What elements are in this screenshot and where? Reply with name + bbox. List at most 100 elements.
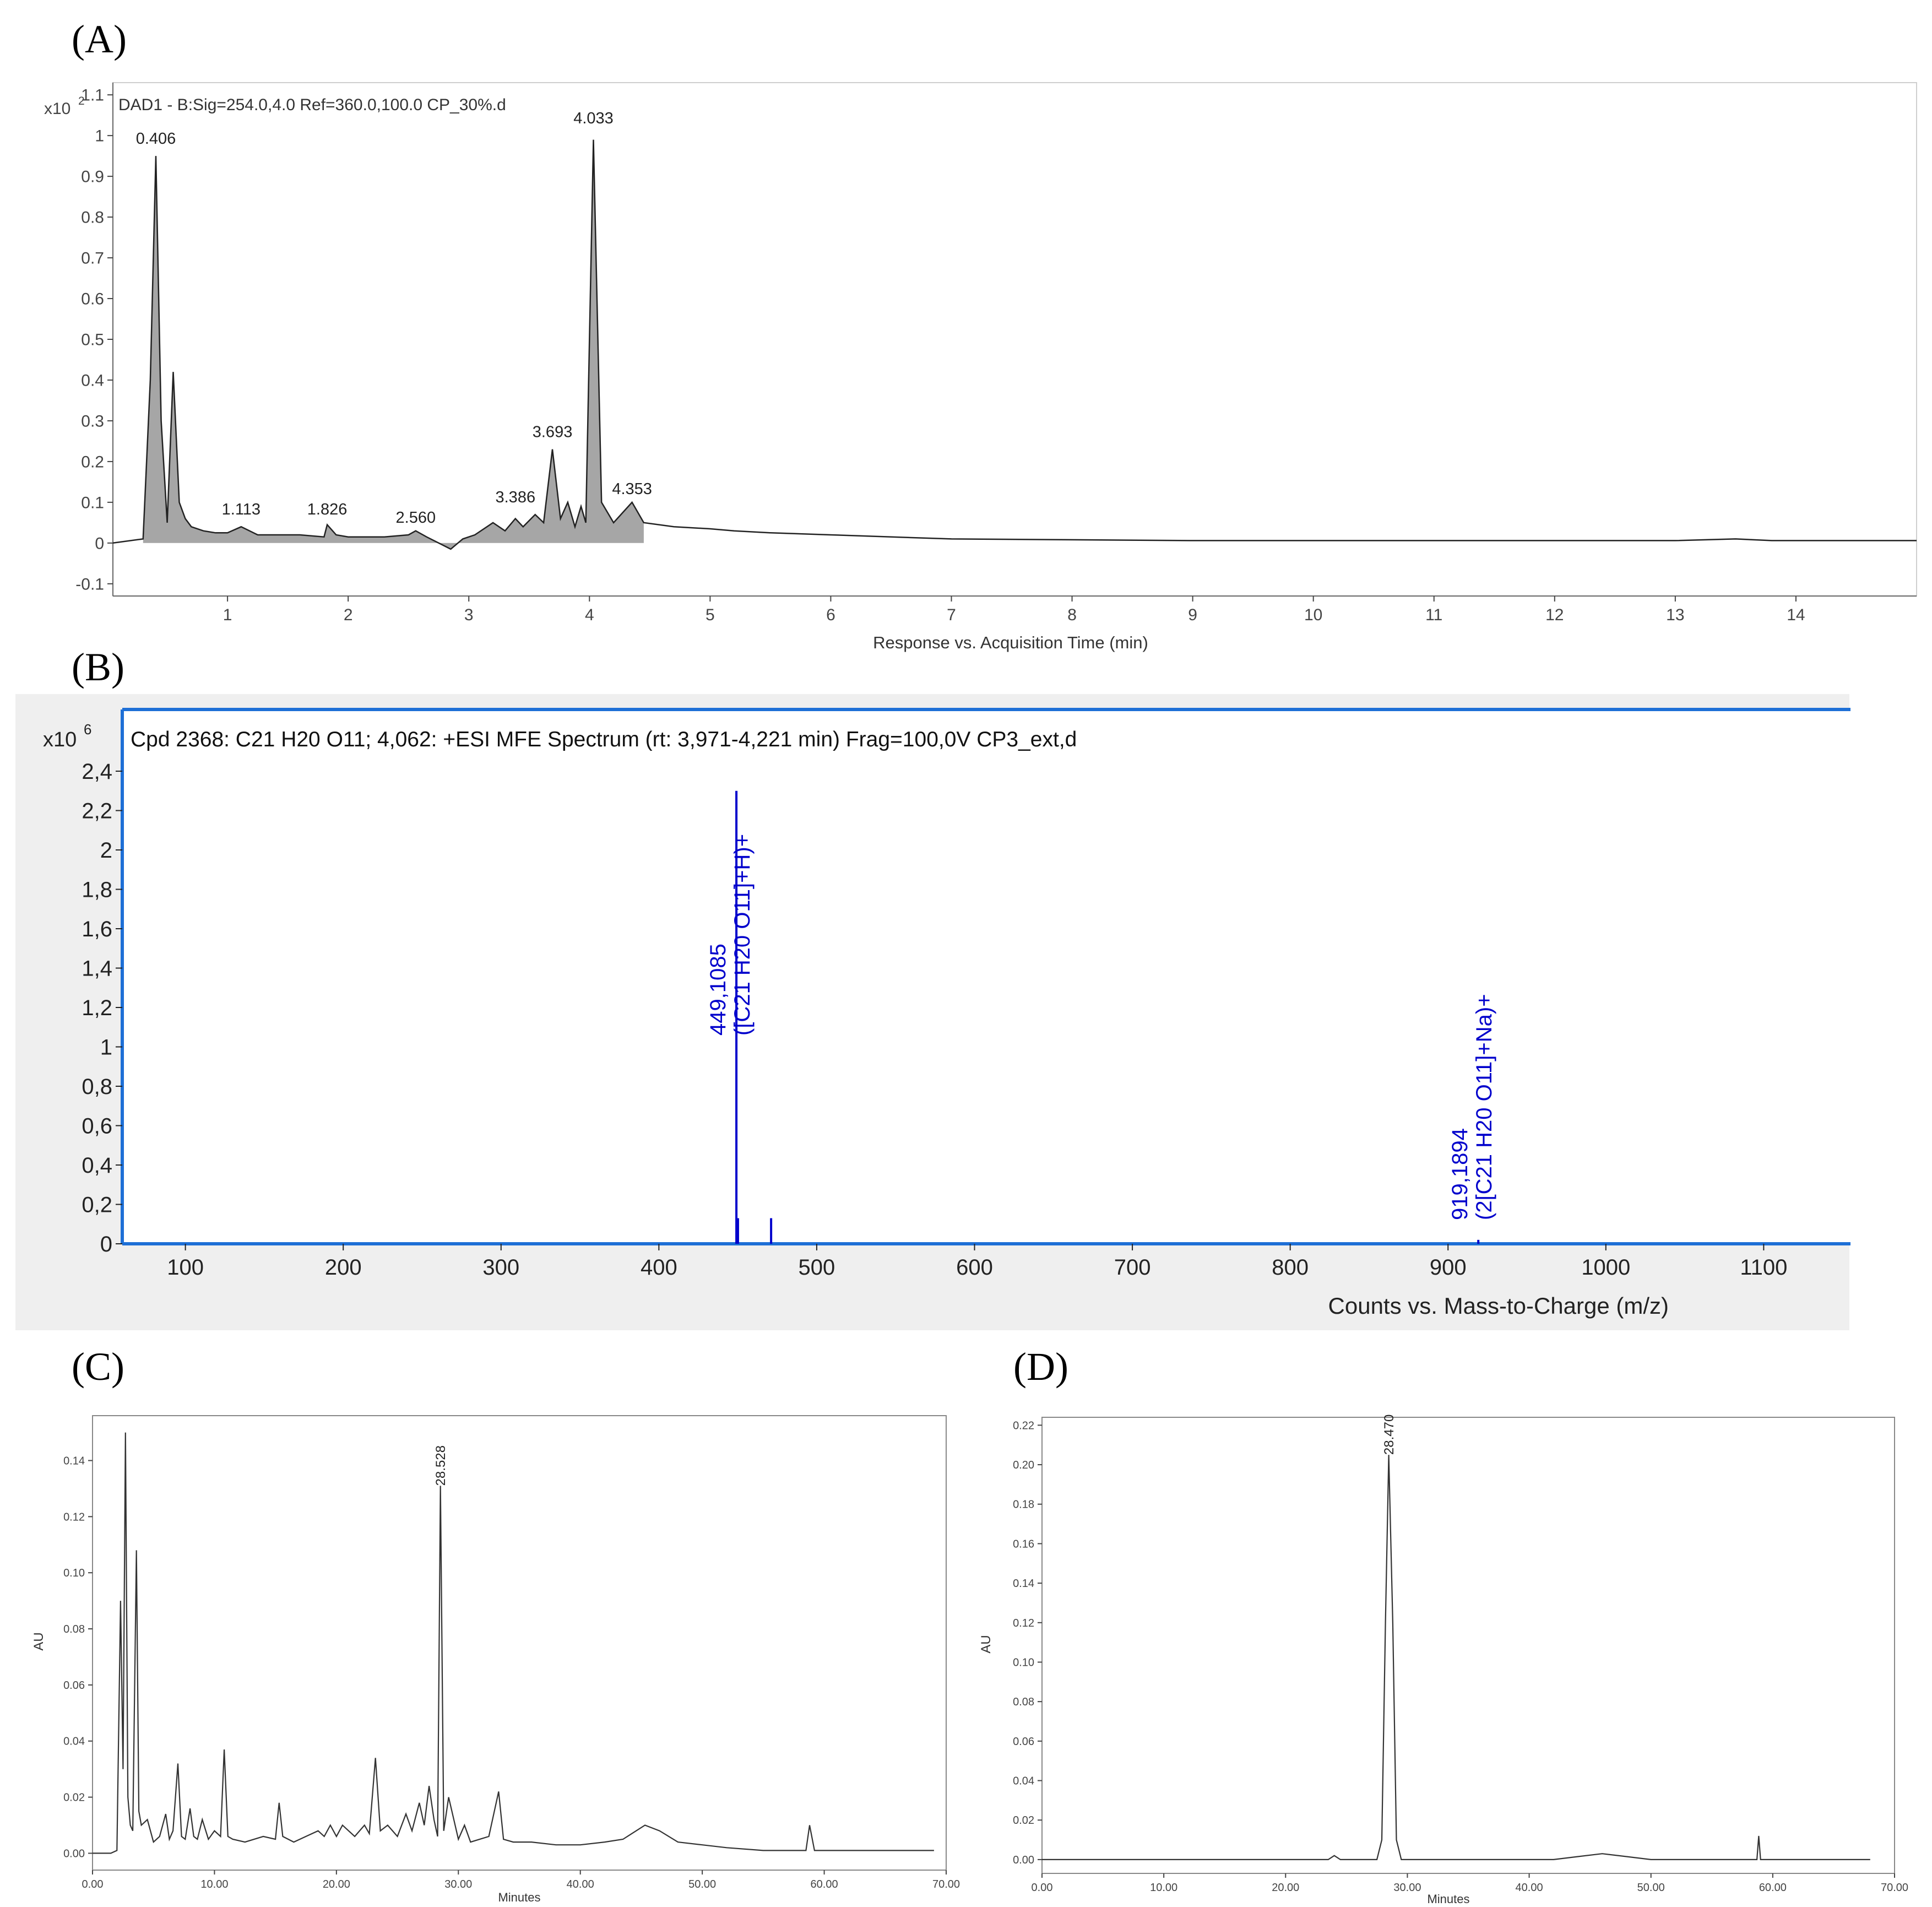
x-tick-label: 50.00 <box>688 1878 716 1890</box>
y-tick-label: 0.12 <box>1013 1617 1034 1629</box>
x-tick-label: 9 <box>1188 606 1197 624</box>
x-tick-label: 30.00 <box>444 1878 472 1890</box>
x-tick-label: 800 <box>1272 1255 1309 1280</box>
y-tick-label: 2,4 <box>82 760 112 784</box>
chart-a: x10 2 DAD1 - B:Sig=254.0,4.0 Ref=360.0,1… <box>44 82 1917 652</box>
chart-c-peak-labels: 28.528 <box>433 1445 448 1486</box>
x-tick-label: 1100 <box>1740 1255 1787 1280</box>
chart-a-signal-line <box>112 139 1917 550</box>
y-tick-label: 0.04 <box>1013 1775 1034 1787</box>
y-tick-label: 0.14 <box>63 1455 85 1467</box>
chart-d-y-ticks: 0.00 0.02 0.04 0.06 0.08 0.10 0.12 0.14 0.16 0.18… <box>1013 1420 1042 1866</box>
y-tick-label: 0.00 <box>63 1848 85 1860</box>
y-tick-label: 1 <box>100 1036 112 1060</box>
x-tick-label: 500 <box>799 1255 835 1280</box>
y-tick-label: 0.16 <box>1013 1538 1034 1550</box>
chart-d-plot-border <box>1041 1417 1895 1874</box>
chart-b-exponent: 6 <box>84 721 91 738</box>
peak-ion-label: (2[C21 H20 O11]+Na)+ <box>1472 994 1496 1220</box>
y-tick-label: 1.1 <box>81 86 104 105</box>
y-tick-label: 0.02 <box>1013 1814 1034 1827</box>
x-tick-label: 30.00 <box>1393 1882 1421 1894</box>
x-tick-label: 900 <box>1430 1255 1467 1280</box>
peak-label: 1.826 <box>307 501 348 518</box>
x-tick-label: 60.00 <box>811 1878 838 1890</box>
y-tick-label: 0.14 <box>1013 1578 1034 1590</box>
y-tick-label: 1,2 <box>82 996 112 1020</box>
y-tick-label: 0,6 <box>82 1114 112 1139</box>
y-tick-label: 0.08 <box>1013 1696 1034 1708</box>
y-tick-label: 0.7 <box>81 250 104 268</box>
peak-label: 1.113 <box>222 501 261 518</box>
panel-label-a: (A) <box>72 17 127 61</box>
chart-b-x-ticks: 100 200 300 400 500 600 700 800 900 1000 1100 <box>167 1244 1787 1280</box>
chart-c-y-label: AU <box>31 1632 46 1650</box>
y-tick-label: 0.2 <box>81 453 104 471</box>
y-tick-label: 0.4 <box>81 371 104 389</box>
x-tick-label: 12 <box>1545 606 1564 624</box>
peak-mz-label: 449,1085 <box>706 944 730 1036</box>
y-tick-label: 0.9 <box>81 168 104 186</box>
y-tick-label: 0.18 <box>1013 1499 1034 1511</box>
peak-label: 3.386 <box>496 489 536 506</box>
y-tick-label: -0.1 <box>75 575 104 593</box>
x-tick-label: 6 <box>826 606 835 624</box>
y-tick-label: 0.5 <box>81 331 104 349</box>
x-tick-label: 13 <box>1666 606 1684 624</box>
chart-b-annotations: 449,1085 ([C21 H20 O11]+H)+ 919,1894 (2[C21… <box>706 834 1496 1220</box>
x-tick-label: 2 <box>344 606 353 624</box>
chart-c-x-ticks: 0.00 10.00 20.00 30.00 40.00 50.00 60.00 70.00 <box>82 1870 960 1890</box>
y-tick-label: 0.04 <box>63 1736 85 1748</box>
peak-label: 0.406 <box>136 130 176 148</box>
x-tick-label: 3 <box>464 606 474 624</box>
x-tick-label: 40.00 <box>1516 1882 1543 1894</box>
y-tick-label: 0,8 <box>82 1075 112 1099</box>
x-tick-label: 50.00 <box>1637 1882 1665 1894</box>
y-tick-label: 0.22 <box>1013 1420 1034 1432</box>
x-tick-label: 600 <box>956 1255 993 1280</box>
panel-label-c: (C) <box>72 1345 124 1389</box>
chart-b-peaks <box>735 790 1480 1244</box>
x-tick-label: 10.00 <box>1150 1882 1177 1894</box>
y-tick-label: 2,2 <box>82 799 112 824</box>
y-tick-label: 0.08 <box>63 1623 85 1635</box>
y-tick-label: 0.10 <box>63 1567 85 1579</box>
x-tick-label: 0.00 <box>1032 1882 1053 1894</box>
chart-a-y-ticks: -0.1 0 0.1 0.2 0.3 0.4 0.5 0.6 0.7 0.8 0.9 1 1.1 <box>75 86 113 593</box>
y-tick-label: 0.06 <box>63 1680 85 1692</box>
chart-a-peak-labels: 0.406 1.113 1.826 2.560 3.386 3.693 4.033 4.353 <box>136 110 652 527</box>
panel-label-b: (B) <box>72 645 124 689</box>
chart-b-plot-area <box>122 709 1850 1244</box>
x-tick-label: 70.00 <box>932 1878 960 1890</box>
y-tick-label: 2 <box>100 838 112 863</box>
y-tick-label: 0.02 <box>63 1792 85 1804</box>
y-tick-label: 1,6 <box>82 917 112 941</box>
x-tick-label: 14 <box>1787 606 1805 624</box>
chart-b-y-ticks: 0 0,2 0,4 0,6 0,8 1 1,2 1,4 1,6 1,8 2 2,2 2,4 <box>82 760 122 1256</box>
x-tick-label: 1000 <box>1581 1255 1630 1280</box>
x-tick-label: 300 <box>482 1255 519 1280</box>
panel-label-d: (D) <box>1013 1345 1068 1389</box>
peak-label: 3.693 <box>533 424 573 441</box>
y-tick-label: 0.6 <box>81 290 104 308</box>
chart-a-x-label: Response vs. Acquisition Time (min) <box>873 633 1148 652</box>
x-tick-label: 100 <box>167 1255 204 1280</box>
y-tick-label: 1,4 <box>82 957 112 981</box>
y-tick-label: 0 <box>95 534 104 552</box>
peak-label: 28.528 <box>433 1445 448 1486</box>
chart-c: 0.00 0.02 0.04 0.06 0.08 0.10 0.12 0.14 0.00 10.… <box>31 1415 960 1904</box>
chart-a-multiplier: x10 <box>44 100 70 118</box>
chart-c-plot-border <box>92 1415 947 1871</box>
chart-c-y-ticks: 0.00 0.02 0.04 0.06 0.08 0.10 0.12 0.14 <box>63 1455 93 1860</box>
chart-d-y-label: AU <box>979 1635 994 1653</box>
y-tick-label: 0.1 <box>81 494 104 512</box>
chart-d-x-ticks: 0.00 10.00 20.00 30.00 40.00 50.00 60.00 70.00 <box>1032 1873 1908 1894</box>
y-tick-label: 0.10 <box>1013 1656 1034 1668</box>
x-tick-label: 20.00 <box>323 1878 350 1890</box>
y-tick-label: 0.00 <box>1013 1854 1034 1866</box>
x-tick-label: 700 <box>1114 1255 1151 1280</box>
y-tick-label: 0 <box>100 1232 112 1256</box>
x-tick-label: 4 <box>585 606 594 624</box>
chart-d-x-label: Minutes <box>1427 1892 1469 1906</box>
